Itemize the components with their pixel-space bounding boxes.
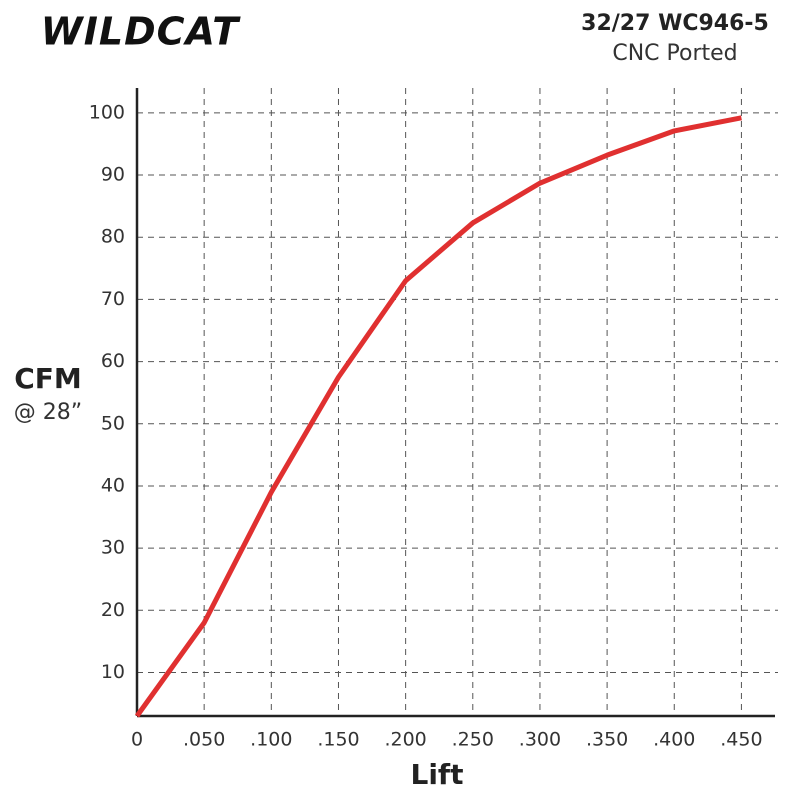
y-tick-label: 100: [89, 101, 125, 123]
x-tick-label: .150: [317, 729, 359, 751]
chart-subtitle: CNC Ported: [612, 41, 737, 66]
x-tick-label: .200: [384, 729, 426, 751]
y-axis-label: CFM: [14, 362, 82, 395]
y-tick-label: 20: [101, 599, 125, 621]
x-tick-label: 0: [131, 729, 143, 751]
y-tick-label: 10: [101, 661, 125, 683]
x-tick-label: .400: [653, 729, 695, 751]
y-tick-label: 70: [101, 288, 125, 310]
y-tick-label: 60: [101, 350, 125, 372]
y-tick-label: 80: [101, 226, 125, 248]
y-tick-label: 90: [101, 164, 125, 186]
chart-title: 32/27 WC946-5: [581, 11, 769, 36]
y-tick-label: 30: [101, 537, 125, 559]
x-tick-label: .300: [519, 729, 561, 751]
x-tick-label: .250: [452, 729, 494, 751]
series-line: [134, 115, 742, 718]
brand-logo: WILDCAT: [41, 10, 241, 54]
x-axis-label: Lift: [410, 758, 463, 791]
x-tick-label: .450: [720, 729, 762, 751]
y-tick-label: 40: [101, 474, 125, 496]
y-axis-sublabel: @ 28”: [14, 400, 82, 425]
y-tick-label: 50: [101, 412, 125, 434]
x-tick-label: .100: [250, 729, 292, 751]
x-tick-label: .050: [183, 729, 225, 751]
x-tick-label: .350: [586, 729, 628, 751]
